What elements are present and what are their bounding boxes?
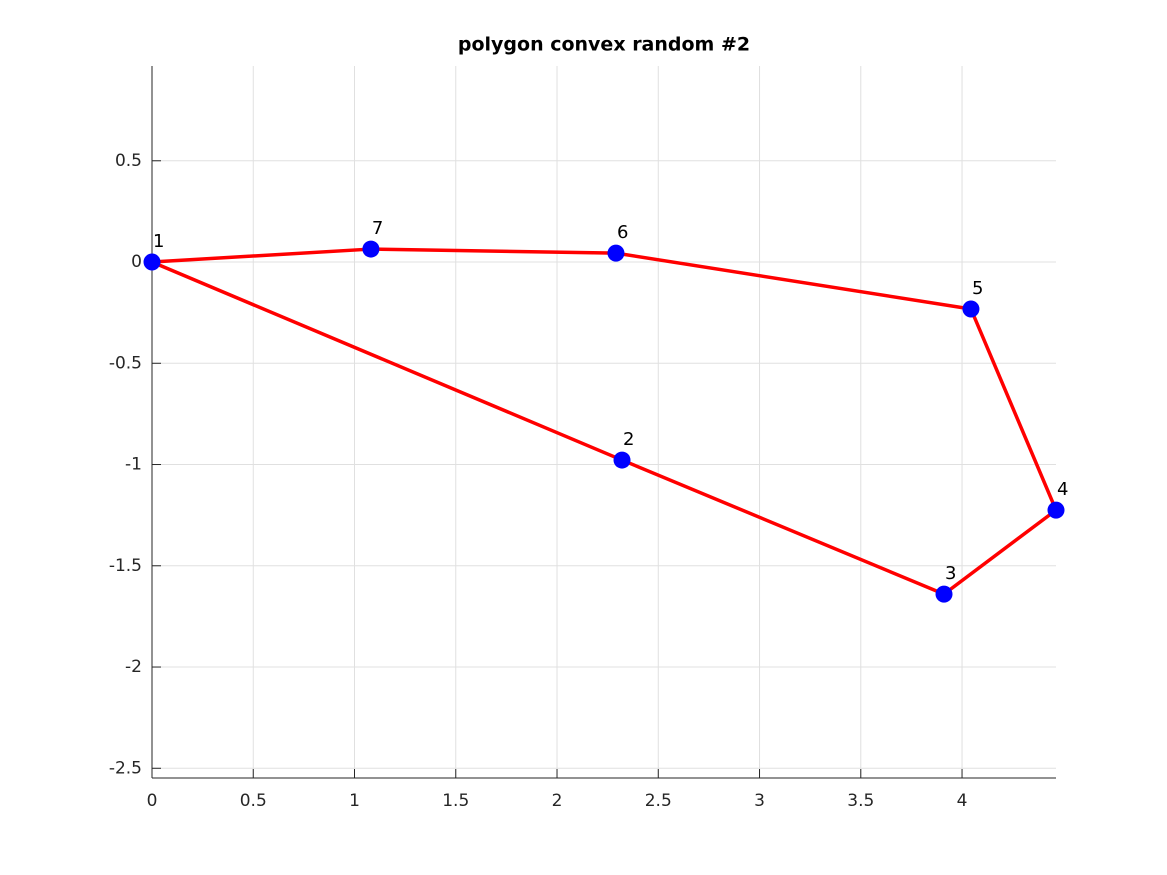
vertex-label: 5: [972, 278, 983, 299]
vertex-marker: [143, 253, 161, 271]
vertex-marker: [962, 300, 980, 318]
x-tick-label: 1.5: [442, 791, 469, 811]
x-tick-label: 1: [349, 791, 360, 811]
x-tick-label: 3: [754, 791, 765, 811]
vertex-marker: [607, 244, 625, 262]
x-tick-label: 0: [147, 791, 158, 811]
x-tick-label: 3.5: [847, 791, 874, 811]
y-tick-label: 0: [131, 252, 142, 272]
vertex-marker: [935, 585, 953, 603]
x-tick-label: 0.5: [240, 791, 267, 811]
y-tick-label: -1.5: [109, 556, 142, 576]
x-tick-label: 2.5: [645, 791, 672, 811]
vertex-label: 7: [372, 218, 383, 239]
vertex-label: 2: [623, 429, 634, 450]
y-tick-label: -2.5: [109, 758, 142, 778]
chart-title: polygon convex random #2: [458, 34, 750, 56]
x-tick-label: 2: [552, 791, 563, 811]
vertex-marker: [613, 451, 631, 469]
y-tick-label: -2: [125, 657, 142, 677]
y-tick-label: -0.5: [109, 353, 142, 373]
vertex-marker: [1047, 501, 1065, 519]
vertex-label: 6: [617, 222, 628, 243]
polygon-line: [150, 247, 1058, 596]
vertex-label: 4: [1057, 479, 1068, 500]
y-tick-label: 0.5: [115, 151, 142, 171]
y-tick-label: -1: [125, 455, 142, 475]
vertex-marker: [362, 240, 380, 258]
vertex-label: 1: [153, 231, 164, 252]
x-tick-label: 4: [957, 791, 968, 811]
vertex-label: 3: [945, 563, 956, 584]
